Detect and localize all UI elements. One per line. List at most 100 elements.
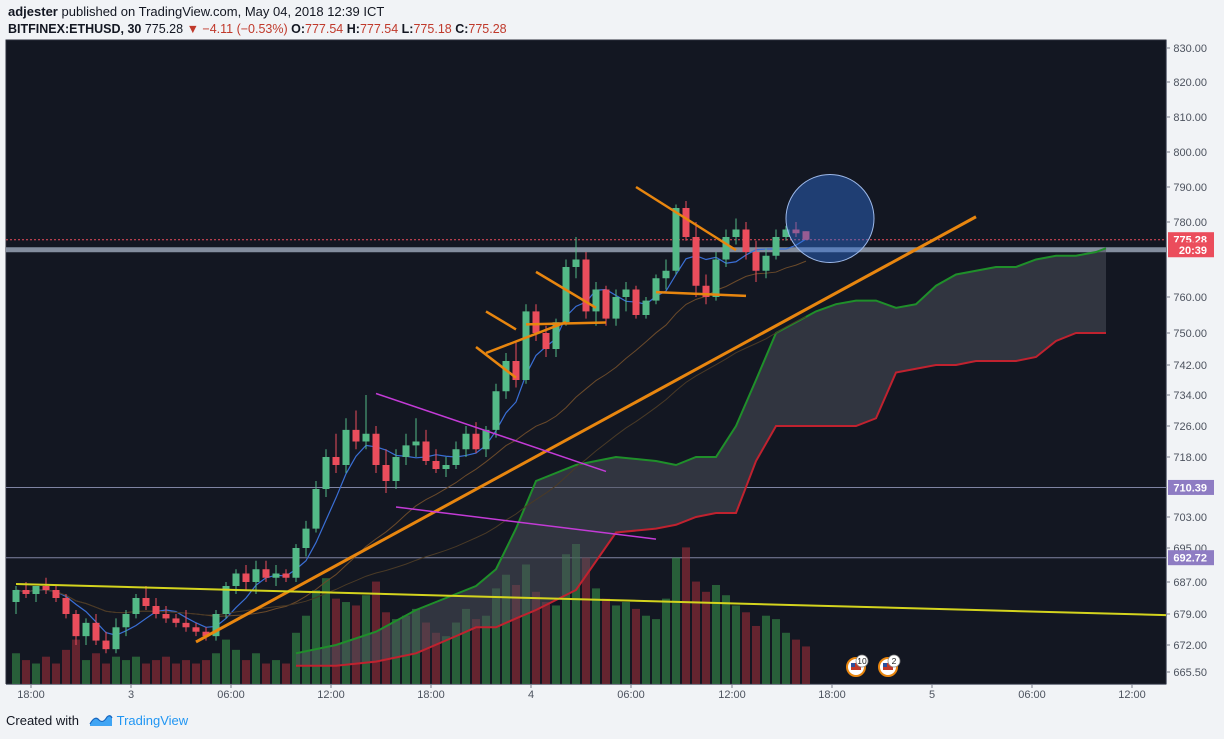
candle-body bbox=[642, 300, 650, 315]
candle bbox=[202, 627, 210, 641]
volume-bar bbox=[142, 663, 150, 684]
volume-bar bbox=[42, 656, 50, 684]
candle-body bbox=[362, 433, 370, 442]
volume-bar bbox=[272, 660, 280, 684]
candle bbox=[442, 457, 450, 477]
candle-body bbox=[432, 461, 440, 469]
candle-body bbox=[392, 457, 400, 481]
candle bbox=[392, 449, 400, 489]
candle-body bbox=[42, 586, 50, 590]
candle-body bbox=[32, 586, 40, 594]
volume-bar bbox=[132, 656, 140, 684]
price-tick-label: 734.00 bbox=[1173, 390, 1207, 402]
candle-body bbox=[202, 631, 210, 637]
price-marker bbox=[1168, 479, 1214, 495]
tradingview-link[interactable]: TradingView bbox=[116, 713, 189, 728]
tradingview-logo-icon[interactable] bbox=[89, 713, 113, 730]
author-name[interactable]: adjester bbox=[8, 4, 58, 19]
volume-bar bbox=[562, 554, 570, 684]
candle bbox=[172, 614, 180, 628]
candle-body bbox=[62, 598, 70, 614]
candle bbox=[642, 297, 650, 319]
volume-bar bbox=[582, 557, 590, 684]
candle bbox=[372, 426, 380, 473]
candle-body bbox=[352, 429, 360, 442]
candle bbox=[662, 259, 670, 290]
time-tick-label: 18:00 bbox=[17, 689, 45, 701]
candle-body bbox=[142, 598, 150, 606]
open-label: O: bbox=[291, 22, 306, 36]
volume-bar bbox=[422, 622, 430, 684]
candle-body bbox=[542, 333, 550, 349]
symbol-label: BITFINEX:ETHUSD, 30 bbox=[8, 22, 142, 36]
price-tick-label: 810.00 bbox=[1173, 112, 1207, 124]
candle-body bbox=[672, 208, 680, 271]
ohlc-legend: BITFINEX:ETHUSD, 30 775.28 ▼ −4.11 (−0.5… bbox=[8, 22, 507, 36]
volume-bar bbox=[312, 590, 320, 684]
volume-bar bbox=[522, 564, 530, 684]
candle-body bbox=[232, 573, 240, 586]
price-axis bbox=[1166, 40, 1224, 684]
volume-bar bbox=[62, 649, 70, 684]
volume-bar bbox=[682, 547, 690, 684]
volume-bar bbox=[242, 660, 250, 684]
volume-bar bbox=[712, 584, 720, 684]
candle bbox=[462, 426, 470, 457]
volume-bar bbox=[482, 615, 490, 684]
candle bbox=[762, 248, 770, 279]
volume-bar bbox=[492, 588, 500, 684]
candle bbox=[452, 441, 460, 469]
candle bbox=[602, 285, 610, 326]
volume-bar bbox=[12, 653, 20, 684]
candle bbox=[572, 237, 580, 279]
candle bbox=[362, 395, 370, 450]
price-tick-label: 665.50 bbox=[1173, 667, 1207, 679]
volume-bar bbox=[222, 639, 230, 684]
volume-bar bbox=[512, 584, 520, 684]
chart-author-line: adjester published on TradingView.com, M… bbox=[8, 4, 384, 19]
candle bbox=[772, 229, 780, 260]
candle bbox=[142, 586, 150, 610]
price-marker bbox=[1168, 242, 1214, 258]
candle bbox=[82, 618, 90, 645]
candle bbox=[162, 606, 170, 623]
candle-body bbox=[692, 237, 700, 286]
candle bbox=[112, 618, 120, 654]
volume-bar bbox=[552, 605, 560, 684]
volume-bar bbox=[92, 653, 100, 684]
wedge-upper bbox=[375, 392, 607, 473]
price-tick-label: 780.00 bbox=[1173, 217, 1207, 229]
volume-bar bbox=[662, 598, 670, 684]
candle bbox=[272, 565, 280, 586]
candle bbox=[92, 614, 100, 645]
candle-body bbox=[782, 229, 790, 237]
candle bbox=[622, 282, 630, 312]
time-tick-label: 12:00 bbox=[317, 689, 345, 701]
candle bbox=[802, 231, 810, 241]
volume-bar bbox=[172, 663, 180, 684]
candle-body bbox=[282, 573, 290, 578]
candle bbox=[752, 240, 760, 282]
rising-trendline bbox=[195, 215, 977, 644]
volume-bar bbox=[702, 591, 710, 684]
volume-bar bbox=[792, 639, 800, 684]
candle bbox=[192, 622, 200, 637]
volume-bar bbox=[502, 574, 510, 684]
time-tick-label: 06:00 bbox=[617, 689, 645, 701]
low-value: 775.18 bbox=[413, 22, 452, 36]
volume-bar bbox=[282, 663, 290, 684]
price-tick-label: 790.00 bbox=[1173, 182, 1207, 194]
candle-body bbox=[152, 606, 160, 614]
candle-body bbox=[652, 278, 660, 301]
candle bbox=[712, 252, 720, 301]
pattern-line bbox=[475, 346, 517, 379]
flag-icon bbox=[883, 663, 893, 670]
candle bbox=[382, 449, 390, 493]
volume-bar bbox=[722, 595, 730, 684]
price-change: ▼ −4.11 (−0.53%) bbox=[186, 22, 288, 36]
time-tick-label: 3 bbox=[128, 689, 134, 701]
moving-average-line bbox=[15, 316, 807, 616]
volume-bar bbox=[442, 636, 450, 684]
candle-body bbox=[682, 208, 690, 237]
